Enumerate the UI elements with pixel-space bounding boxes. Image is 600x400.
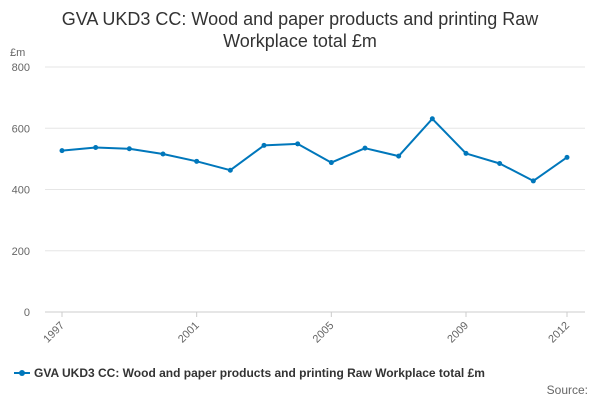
data-point[interactable] [429, 116, 435, 122]
data-point[interactable] [295, 141, 301, 147]
data-point[interactable] [160, 151, 166, 157]
data-point[interactable] [126, 146, 132, 152]
y-tick-label: 400 [12, 185, 30, 197]
y-tick-label: 0 [24, 307, 30, 319]
y-tick-label: 800 [12, 62, 30, 74]
legend[interactable]: GVA UKD3 CC: Wood and paper products and… [14, 366, 485, 380]
x-tick-label: 2009 [445, 320, 471, 346]
data-point[interactable] [463, 150, 469, 156]
chart-title: GVA UKD3 CC: Wood and paper products and… [61, 9, 539, 51]
x-tick-label: 1997 [41, 320, 67, 346]
legend-marker-icon [14, 368, 30, 378]
y-tick-label: 200 [12, 246, 30, 258]
x-axis-ticks: 1997 2001 2005 2009 2012 [41, 312, 572, 345]
data-point[interactable] [261, 142, 267, 148]
y-axis-ticks: 0 200 400 600 800 [12, 62, 30, 319]
data-point[interactable] [59, 148, 65, 154]
data-point[interactable] [396, 153, 402, 159]
data-point[interactable] [530, 178, 536, 184]
data-point[interactable] [362, 145, 368, 151]
y-tick-label: 600 [12, 123, 30, 135]
data-point[interactable] [93, 145, 99, 151]
y-axis-unit: £m [10, 47, 25, 59]
series-line [61, 117, 568, 182]
data-point[interactable] [328, 160, 334, 166]
source-label: Source: [546, 383, 588, 397]
data-point[interactable] [227, 167, 233, 173]
legend-label: GVA UKD3 CC: Wood and paper products and… [34, 366, 485, 380]
gridlines [45, 66, 585, 313]
x-tick-label: 2012 [546, 320, 572, 346]
series-layer [59, 116, 570, 184]
data-point[interactable] [497, 160, 503, 166]
x-tick-label: 2001 [176, 320, 202, 346]
data-point[interactable] [194, 158, 200, 164]
x-tick-label: 2005 [311, 320, 337, 346]
data-point[interactable] [564, 154, 570, 160]
